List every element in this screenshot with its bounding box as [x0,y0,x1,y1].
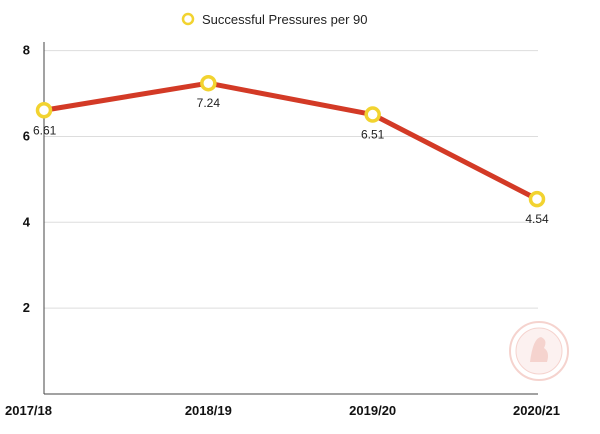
series-layer [35,74,546,208]
data-label-2017-18: 6.61 [33,123,57,137]
data-labels: 6.61 7.24 6.51 4.54 [33,96,549,226]
y-tick-label-2: 2 [23,300,30,315]
data-point-2017-18[interactable] [35,102,53,119]
legend[interactable]: Successful Pressures per 90 [181,12,367,27]
data-point-2018-19[interactable] [200,74,217,92]
y-tick-label-8: 8 [23,43,30,58]
data-point-2020-21[interactable] [528,190,546,208]
data-point-2019-20[interactable] [364,106,381,123]
x-tick-label-2020-21: 2020/21 [513,403,560,418]
x-tick-label-2019-20: 2019/20 [349,403,396,418]
data-label-2019-20: 6.51 [361,128,385,142]
x-tick-label-2017-18: 2017/18 [5,403,52,418]
y-tick-label-6: 6 [23,128,30,143]
data-label-2020-21: 4.54 [525,212,549,226]
data-label-2018-19: 7.24 [197,96,221,110]
legend-marker [181,12,195,26]
x-axis-ticks: 2017/18 2018/19 2019/20 2020/21 [5,403,560,418]
axes [43,42,538,395]
legend-label: Successful Pressures per 90 [202,12,367,27]
series-line [41,80,540,202]
club-crest-watermark [509,321,569,381]
x-tick-label-2018-19: 2018/19 [185,403,232,418]
gridlines [44,50,538,309]
y-axis-ticks: 2 4 6 8 [23,43,31,316]
y-tick-label-4: 4 [23,214,31,229]
